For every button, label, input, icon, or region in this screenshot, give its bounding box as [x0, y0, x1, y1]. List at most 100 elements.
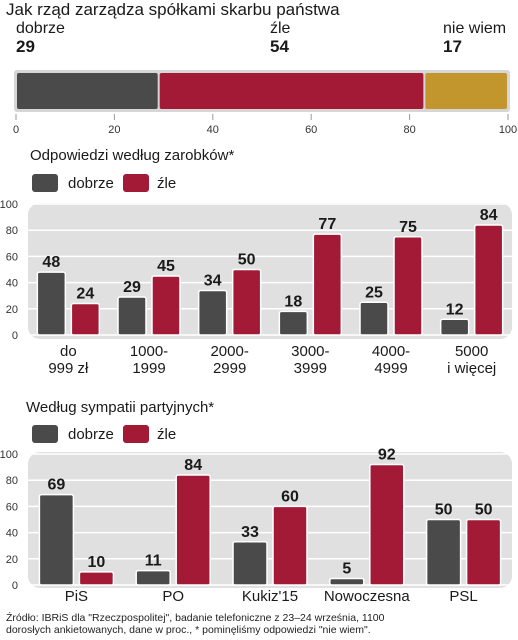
chart2-value-label: 77 [318, 216, 336, 233]
chart2-value-label: 29 [123, 279, 141, 296]
chart3-bar [425, 518, 462, 586]
chart1-label-good: dobrze [16, 20, 65, 37]
chart2-value-label: 18 [284, 293, 302, 310]
chart2-value-label: 84 [480, 207, 498, 224]
source-note-line2: dorosłych ankietowanych, dane w proc., *… [6, 624, 371, 636]
chart2-value-label: 48 [42, 254, 60, 271]
chart3-ytick-label: 60 [6, 501, 18, 513]
chart2-category-label: do [60, 343, 77, 360]
chart2-value-label: 75 [399, 219, 417, 236]
source-note-line1: Źródło: IBRiS dla "Rzeczpospolitej", bad… [6, 612, 385, 624]
chart2-value-label: 45 [157, 258, 175, 275]
chart2-category-label: 3000- [291, 343, 329, 360]
chart3-category-label: PiS [65, 588, 88, 605]
source-note: Źródło: IBRiS dla "Rzeczpospolitej", bad… [6, 612, 506, 636]
chart2-bar [197, 289, 228, 336]
chart1-value-good: 29 [16, 37, 35, 56]
chart1-value-dontknow: 17 [443, 37, 462, 56]
chart1-tick-label: 40 [207, 124, 219, 136]
chart3-legend-swatch-bad [123, 425, 149, 443]
chart3-category-label: Kukiz'15 [242, 588, 298, 605]
chart2-bar [473, 224, 504, 336]
chart1-tick-label: 80 [403, 124, 415, 136]
chart3-legend-good: dobrze [68, 426, 114, 443]
chart1-segment [425, 73, 507, 109]
chart3-category-label: PO [162, 588, 184, 605]
chart3-ytick-label: 40 [6, 528, 18, 540]
chart2-bar [439, 318, 470, 336]
chart2-ytick-label: 20 [6, 304, 18, 316]
chart2-legend-bad: źle [157, 175, 177, 192]
chart2-category-label: 4999 [374, 360, 407, 377]
chart3-ytick-label: 0 [12, 580, 18, 592]
chart2-category-label: 3999 [294, 360, 327, 377]
chart3-bar [78, 571, 115, 586]
chart2-bar [393, 236, 423, 336]
chart2-bar [36, 271, 67, 336]
chart1-label-dontknow: nie wiem [443, 20, 507, 37]
chart2-bar [231, 268, 262, 336]
chart3-ytick-label: 20 [6, 554, 18, 566]
chart3-value-label: 11 [145, 553, 162, 570]
chart2-bar [117, 296, 147, 336]
chart2-ytick-label: 80 [6, 225, 18, 237]
chart3-bar [272, 505, 308, 586]
chart2-bar [151, 275, 181, 336]
chart2-value-label: 34 [204, 272, 222, 289]
chart1-label-bad: źle [270, 20, 291, 37]
chart1-segment [159, 73, 424, 109]
chart2-category-label: 2000- [210, 343, 248, 360]
chart2-category-label: 4000- [372, 343, 410, 360]
chart2-category-label: 1999 [132, 360, 165, 377]
chart3-value-label: 60 [281, 488, 299, 505]
chart3-bar [369, 463, 405, 586]
chart2-panel [28, 203, 512, 339]
chart1-title: Jak rząd zarządza spółkami skarbu państw… [6, 0, 340, 19]
chart3-bar [135, 569, 171, 586]
chart1-value-bad: 54 [270, 37, 289, 56]
chart2-bar [359, 301, 389, 336]
chart2-category-label: i więcej [447, 360, 496, 377]
chart2-legend-swatch-bad [123, 174, 149, 192]
chart3-value-label: 92 [378, 446, 396, 463]
chart3-value-label: 50 [435, 502, 453, 519]
chart1-tick-label: 0 [13, 124, 19, 136]
chart3-value-label: 84 [184, 457, 202, 474]
chart3-value-label: 33 [241, 524, 259, 541]
chart1-tick-label: 60 [305, 124, 317, 136]
chart3-value-label: 5 [342, 560, 351, 577]
chart2-legend-good: dobrze [68, 175, 114, 192]
chart2-ytick-label: 40 [6, 278, 18, 290]
chart2-legend-swatch-good [32, 174, 58, 192]
chart2-title: Odpowiedzi według zarobków* [30, 147, 235, 164]
chart3-legend-bad: źle [157, 426, 177, 443]
chart1-segment [17, 73, 158, 109]
chart3-value-label: 69 [48, 477, 66, 494]
chart1-tick-label: 100 [499, 124, 517, 136]
chart3-category-label: Nowoczesna [324, 588, 411, 605]
chart2-value-label: 25 [365, 284, 383, 301]
chart2-category-label: 2999 [213, 360, 246, 377]
chart3-bar [175, 474, 211, 586]
chart2-ytick-label: 100 [0, 199, 18, 211]
chart3-category-label: PSL [449, 588, 477, 605]
chart3-value-label: 50 [475, 502, 493, 519]
chart2-bar [312, 233, 343, 336]
chart2-ytick-label: 60 [6, 251, 18, 263]
chart2-value-label: 24 [76, 286, 94, 303]
chart3-bar [232, 541, 268, 586]
chart2-bar [278, 310, 309, 336]
chart3-bar [329, 577, 365, 586]
chart2-value-label: 12 [446, 301, 464, 318]
chart2-ytick-label: 0 [12, 330, 18, 342]
chart2-bar [70, 302, 101, 336]
chart3-bar [38, 493, 75, 586]
chart2-category-label: 1000- [130, 343, 168, 360]
chart3-ytick-label: 80 [6, 475, 18, 487]
chart2-value-label: 50 [238, 252, 256, 269]
chart3-legend-swatch-good [32, 425, 58, 443]
chart3-bar [465, 518, 502, 586]
chart2-category-label: 5000 [455, 343, 488, 360]
chart3-ytick-label: 100 [0, 449, 18, 461]
